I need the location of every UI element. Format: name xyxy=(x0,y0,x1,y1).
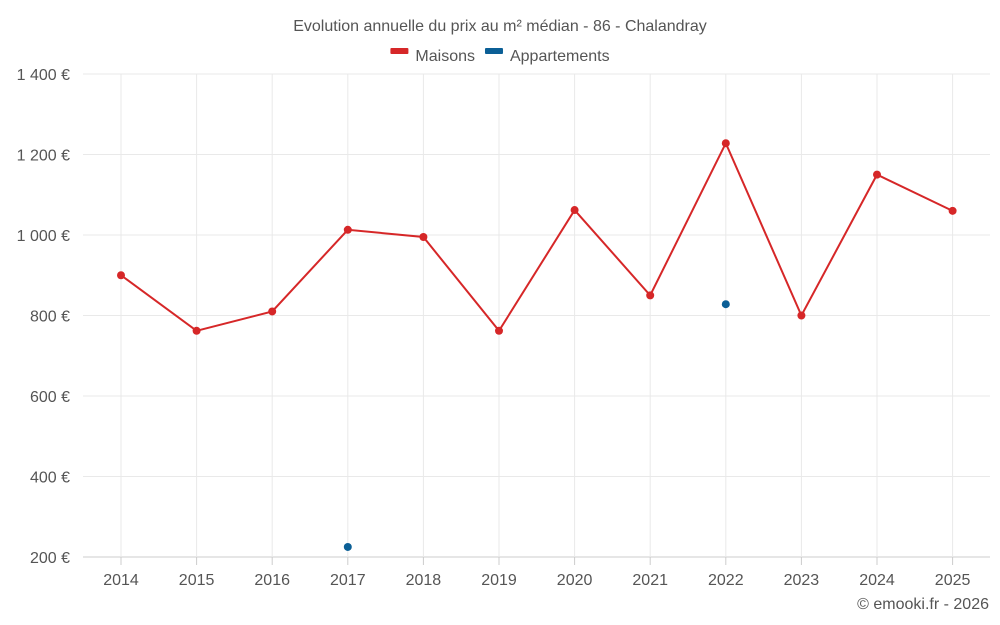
y-tick-label: 1 400 € xyxy=(17,67,70,84)
x-tick-label: 2020 xyxy=(557,572,593,589)
series-appartements xyxy=(343,300,730,551)
y-axis: 200 € 400 € 600 € 800 € 1 000 € 1 200 € 1 400 … xyxy=(17,67,70,567)
x-tick-label: 2019 xyxy=(481,572,517,589)
data-point[interactable] xyxy=(192,326,201,335)
legend-item-maisons[interactable]: Maisons xyxy=(390,48,475,65)
x-tick-label: 2022 xyxy=(708,572,744,589)
y-tick-label: 1 200 € xyxy=(17,148,70,165)
x-axis: 2014 2015 2016 2017 2018 2019 2020 2021 2022 2023… xyxy=(103,557,970,589)
legend-swatch xyxy=(390,48,409,54)
data-point[interactable] xyxy=(419,233,428,242)
x-tick-label: 2018 xyxy=(406,572,442,589)
grid xyxy=(83,73,990,558)
x-tick-label: 2024 xyxy=(859,572,895,589)
data-point[interactable] xyxy=(343,225,352,234)
y-tick-label: 200 € xyxy=(30,550,70,567)
data-point[interactable] xyxy=(873,170,881,179)
legend-swatch xyxy=(484,48,503,54)
x-tick-label: 2023 xyxy=(784,572,820,589)
series xyxy=(117,139,957,551)
legend-label: Appartements xyxy=(510,48,610,65)
credit-text: © emooki.fr - 2026 xyxy=(857,596,989,613)
x-tick-label: 2014 xyxy=(103,572,139,589)
data-point[interactable] xyxy=(797,311,806,320)
legend: Maisons Appartements xyxy=(390,48,610,65)
y-tick-label: 1 000 € xyxy=(17,228,70,245)
legend-label: Maisons xyxy=(415,48,475,65)
y-tick-label: 400 € xyxy=(30,470,70,487)
data-point[interactable] xyxy=(721,300,730,309)
data-point[interactable] xyxy=(721,139,730,148)
x-tick-label: 2015 xyxy=(179,572,215,589)
data-point[interactable] xyxy=(495,326,503,335)
x-tick-label: 2016 xyxy=(254,572,290,589)
data-point[interactable] xyxy=(117,271,125,280)
x-tick-label: 2025 xyxy=(935,572,971,589)
data-point[interactable] xyxy=(948,206,957,215)
data-point[interactable] xyxy=(570,206,579,215)
y-tick-label: 800 € xyxy=(30,309,70,326)
series-maisons xyxy=(117,139,957,335)
data-point[interactable] xyxy=(343,542,352,551)
data-point[interactable] xyxy=(646,291,655,300)
data-point[interactable] xyxy=(268,307,277,316)
chart-title: Evolution annuelle du prix au m² médian … xyxy=(293,18,707,35)
x-tick-label: 2017 xyxy=(330,572,366,589)
y-tick-label: 600 € xyxy=(30,389,70,406)
legend-item-appartements[interactable]: Appartements xyxy=(484,48,610,65)
x-tick-label: 2021 xyxy=(632,572,668,589)
series-line xyxy=(120,140,954,333)
